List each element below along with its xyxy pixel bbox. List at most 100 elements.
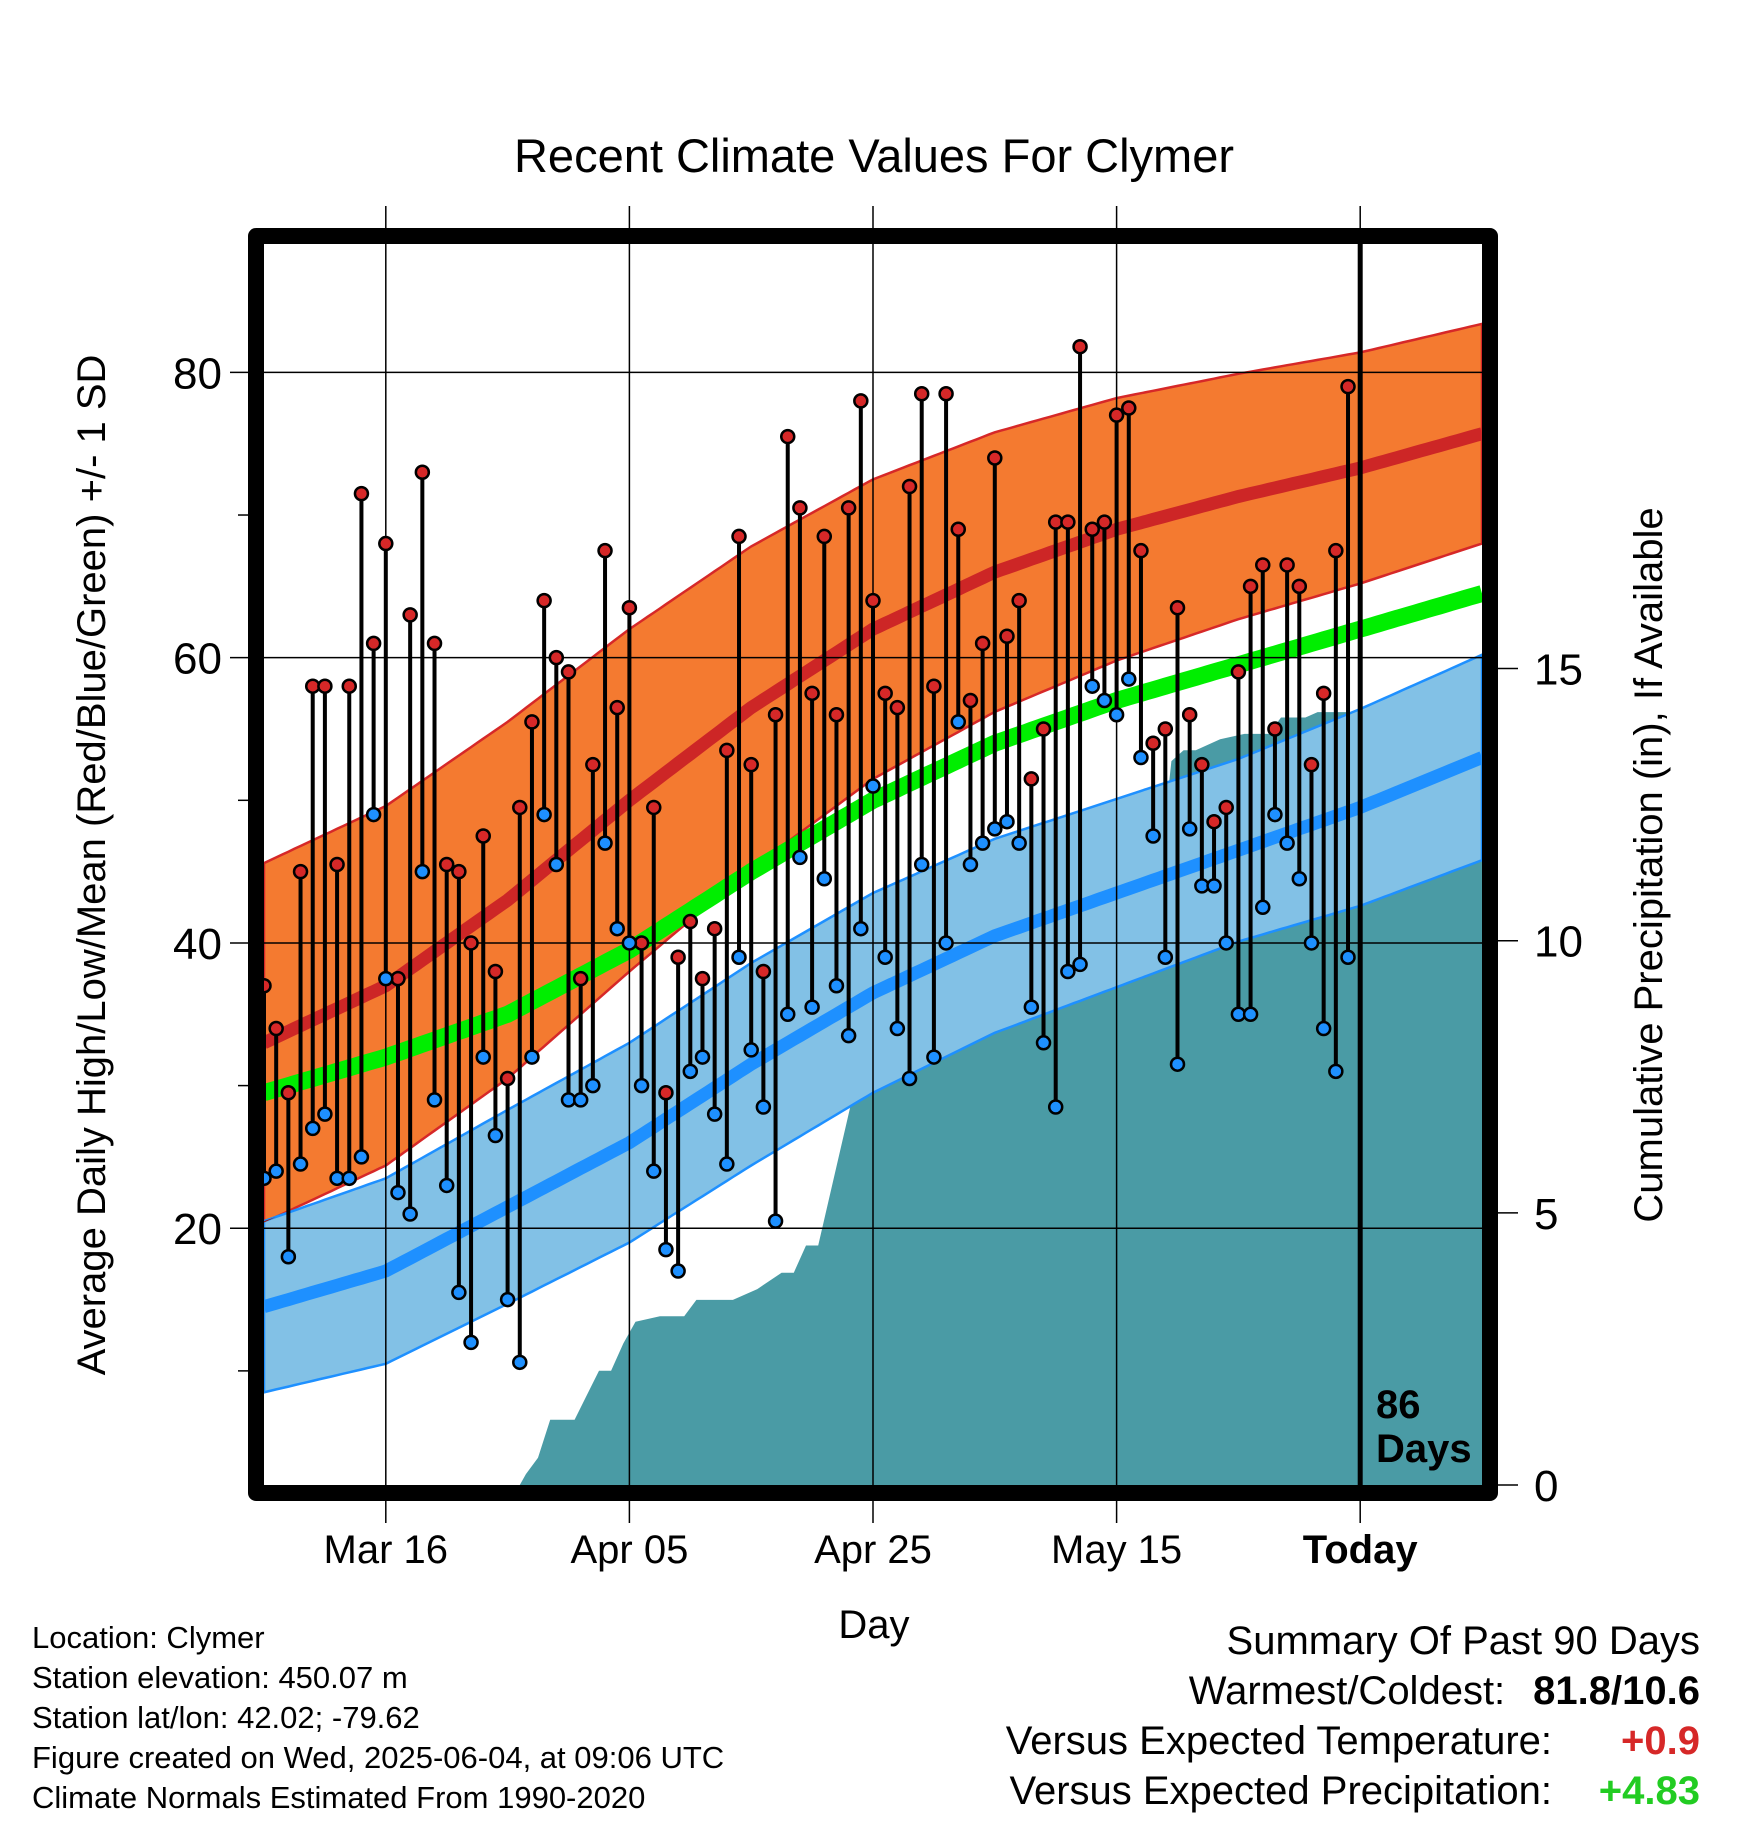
today-days-count: 86 bbox=[1376, 1383, 1421, 1427]
daily-high-point bbox=[597, 542, 613, 559]
daily-high-point bbox=[1072, 338, 1088, 355]
daily-low-point bbox=[913, 856, 930, 873]
daily-low-point bbox=[682, 1063, 699, 1080]
daily-low-point bbox=[1267, 806, 1283, 823]
daily-low-point bbox=[658, 1241, 674, 1258]
daily-low-point bbox=[816, 871, 833, 887]
daily-low-point bbox=[1096, 692, 1113, 709]
daily-high-point bbox=[512, 799, 528, 816]
daily-low-point bbox=[999, 813, 1015, 830]
precip-anomaly-label: Versus Expected Precipitation: bbox=[1009, 1769, 1552, 1813]
daily-high-point bbox=[719, 742, 735, 759]
daily-low-point bbox=[779, 1006, 796, 1023]
precip-anomaly-value: +4.83 bbox=[1598, 1769, 1700, 1813]
daily-low-point bbox=[426, 1092, 443, 1108]
daily-low-point bbox=[1255, 899, 1271, 916]
daily-high-point bbox=[1291, 578, 1308, 595]
daily-low-point bbox=[572, 1092, 589, 1108]
daily-high-point bbox=[865, 592, 881, 609]
daily-high-point bbox=[889, 699, 906, 716]
daily-high-point bbox=[414, 464, 431, 480]
x-tick-label: Today bbox=[1303, 1528, 1419, 1572]
daily-low-point bbox=[1060, 963, 1076, 980]
daily-high-point bbox=[341, 678, 358, 694]
daily-high-point bbox=[1121, 400, 1137, 416]
daily-low-point bbox=[1291, 871, 1308, 887]
daily-high-point bbox=[877, 685, 893, 702]
daily-high-point bbox=[463, 935, 479, 951]
daily-low-point bbox=[292, 1156, 309, 1172]
daily-low-point bbox=[938, 935, 954, 951]
daily-high-point bbox=[1194, 756, 1210, 773]
daily-high-point bbox=[426, 635, 443, 652]
daily-low-point bbox=[1133, 749, 1149, 766]
daily-high-point bbox=[438, 856, 455, 873]
daily-low-point bbox=[585, 1077, 601, 1094]
daily-low-point bbox=[767, 1213, 784, 1229]
y-tick-label-left: 20 bbox=[173, 1205, 222, 1254]
warmest-label: Warmest/Coldest: bbox=[1188, 1669, 1506, 1713]
daily-low-point bbox=[804, 999, 820, 1015]
daily-low-point bbox=[755, 1099, 772, 1115]
daily-high-point bbox=[1267, 721, 1283, 737]
daily-low-point bbox=[694, 1049, 711, 1065]
daily-high-point bbox=[268, 1020, 284, 1037]
daily-high-point bbox=[779, 428, 796, 445]
daily-high-point bbox=[378, 535, 394, 552]
daily-high-point bbox=[1108, 407, 1125, 423]
daily-low-point bbox=[1157, 949, 1174, 965]
daily-high-point bbox=[901, 478, 918, 495]
daily-high-point bbox=[974, 635, 991, 652]
daily-high-point bbox=[792, 500, 808, 516]
daily-high-point bbox=[670, 949, 686, 965]
daily-low-point bbox=[670, 1263, 686, 1279]
daily-low-point bbox=[962, 856, 979, 873]
daily-high-point bbox=[658, 1084, 674, 1101]
daily-high-point bbox=[317, 678, 333, 694]
daily-high-point bbox=[755, 963, 772, 980]
daily-high-point bbox=[1023, 771, 1040, 787]
daily-low-point bbox=[499, 1291, 516, 1308]
daily-low-point bbox=[1279, 835, 1295, 851]
daily-low-point bbox=[1169, 1056, 1186, 1072]
daily-high-point bbox=[621, 599, 638, 616]
daily-low-point bbox=[512, 1354, 528, 1371]
daily-low-point bbox=[365, 806, 382, 823]
daily-low-point bbox=[828, 977, 845, 994]
daily-high-point bbox=[1218, 799, 1234, 816]
daily-low-point bbox=[304, 1120, 321, 1137]
daily-low-point bbox=[1084, 678, 1100, 694]
daily-low-point bbox=[438, 1177, 455, 1194]
daily-low-point bbox=[378, 970, 394, 987]
x-tick-label: Mar 16 bbox=[324, 1528, 449, 1572]
daily-high-point bbox=[1315, 685, 1332, 702]
warmest-value: 81.8/10.6 bbox=[1533, 1669, 1700, 1713]
daily-low-point bbox=[1340, 949, 1356, 965]
daily-high-point bbox=[548, 649, 565, 666]
daily-high-point bbox=[853, 393, 869, 409]
daily-high-point bbox=[536, 592, 552, 609]
daily-low-point bbox=[1047, 1099, 1064, 1115]
daily-high-point bbox=[840, 500, 857, 516]
daily-high-point bbox=[329, 856, 345, 873]
daily-low-point bbox=[264, 1170, 272, 1187]
daily-low-point bbox=[621, 935, 638, 951]
daily-high-point bbox=[451, 863, 467, 880]
daily-low-point bbox=[743, 1042, 759, 1058]
daily-high-point bbox=[1060, 514, 1076, 530]
daily-high-point bbox=[1255, 557, 1271, 573]
daily-low-point bbox=[840, 1027, 857, 1044]
daily-low-point bbox=[1072, 956, 1088, 973]
daily-low-point bbox=[341, 1170, 358, 1187]
normals-period: Climate Normals Estimated From 1990-2020 bbox=[32, 1780, 646, 1815]
today-days-unit: Days bbox=[1376, 1427, 1472, 1471]
x-axis-label: Day bbox=[838, 1603, 909, 1647]
daily-low-point bbox=[1328, 1063, 1344, 1080]
y-tick-label-left: 40 bbox=[173, 920, 222, 969]
x-tick-label: Apr 05 bbox=[570, 1528, 688, 1572]
daily-low-point bbox=[414, 863, 431, 880]
daily-high-point bbox=[767, 706, 784, 723]
station-info: Location: Clymer Station elevation: 450.… bbox=[32, 1618, 724, 1818]
daily-high-point bbox=[1169, 599, 1186, 616]
